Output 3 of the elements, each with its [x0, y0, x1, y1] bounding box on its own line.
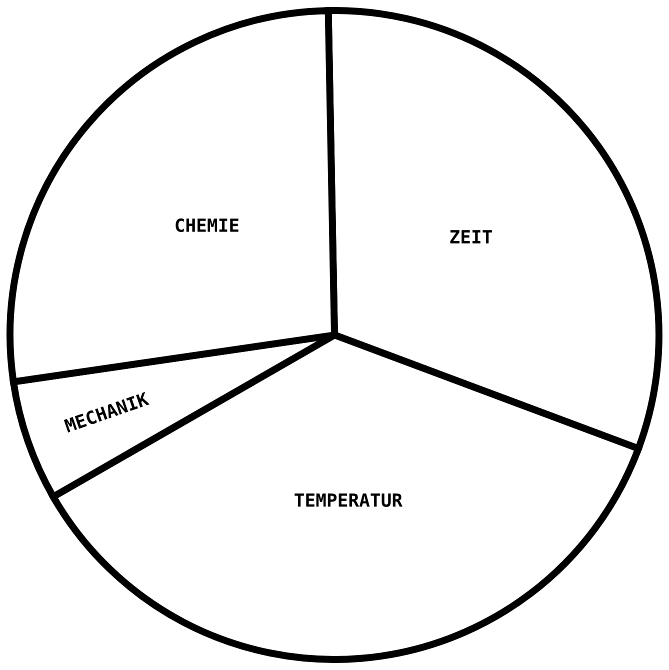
slice-label: CHEMIE [176, 218, 238, 232]
slice-label: TEMPERATUR [294, 494, 403, 507]
slice-label: ZEIT [450, 230, 492, 244]
